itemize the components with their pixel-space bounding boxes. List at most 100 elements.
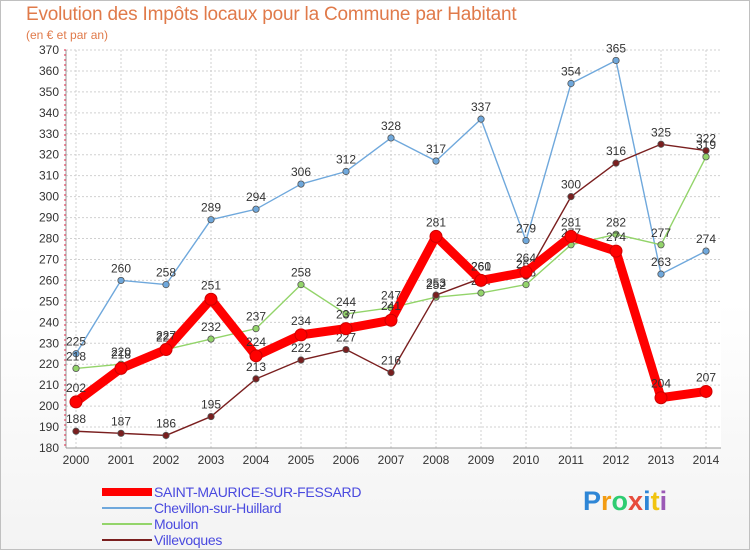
- data-point: [117, 429, 125, 437]
- data-point: [477, 115, 485, 123]
- x-tick-label: 2012: [603, 453, 630, 467]
- data-point: [657, 140, 665, 148]
- data-point: [252, 324, 260, 333]
- data-label: 354: [561, 65, 581, 79]
- x-tick-label: 2000: [63, 453, 90, 467]
- x-tick-label: 2002: [153, 453, 180, 467]
- logo-letter: P: [583, 486, 602, 516]
- data-point: [207, 335, 215, 343]
- data-point: [429, 229, 443, 243]
- x-tick-label: 2009: [468, 453, 495, 467]
- y-tick-label: 280: [39, 232, 59, 246]
- data-point: [69, 395, 83, 409]
- data-label: 274: [606, 230, 626, 244]
- data-point: [297, 180, 305, 188]
- data-point: [72, 364, 80, 372]
- data-label: 224: [246, 335, 266, 349]
- data-point: [564, 229, 578, 243]
- x-tick-label: 2001: [108, 453, 135, 467]
- data-label: 258: [291, 266, 311, 280]
- data-label: 322: [696, 132, 716, 146]
- data-label: 207: [696, 370, 716, 384]
- data-label: 237: [246, 310, 266, 324]
- y-tick-label: 260: [39, 273, 59, 287]
- data-label: 216: [381, 354, 401, 368]
- y-tick-label: 220: [39, 357, 59, 371]
- data-point: [249, 349, 263, 363]
- data-label: 316: [606, 144, 626, 158]
- data-point: [207, 412, 215, 421]
- data-label: 232: [201, 320, 221, 334]
- x-tick-label: 2013: [648, 453, 675, 467]
- x-tick-label: 2008: [423, 453, 450, 467]
- y-tick-label: 210: [39, 378, 59, 392]
- data-label: 312: [336, 152, 356, 166]
- data-point: [657, 270, 665, 278]
- data-point: [252, 375, 260, 383]
- y-tick-label: 310: [39, 169, 59, 183]
- y-tick-label: 200: [39, 399, 59, 413]
- data-point: [522, 281, 530, 289]
- x-tick-label: 2014: [693, 453, 720, 467]
- line-chart: 180 190 200 210 220 230 240 250 260 270 280 290 300 3…: [39, 41, 721, 467]
- data-label: 337: [471, 100, 491, 114]
- data-point: [204, 292, 218, 306]
- y-tick-label: 270: [39, 252, 59, 266]
- data-label: 282: [606, 215, 626, 229]
- data-point: [609, 244, 623, 258]
- data-label: 294: [246, 190, 266, 204]
- legend-label: Moulon: [154, 516, 199, 532]
- data-label: 263: [651, 255, 671, 269]
- data-label: 328: [381, 119, 401, 133]
- data-point: [612, 230, 620, 238]
- data-point: [657, 241, 665, 249]
- data-point: [702, 146, 710, 155]
- data-point: [297, 356, 305, 364]
- data-point: [72, 427, 80, 435]
- data-label: 319: [696, 138, 716, 152]
- data-label: 281: [561, 215, 581, 229]
- data-label: 213: [246, 360, 266, 374]
- y-tick-label: 370: [39, 43, 59, 57]
- data-label: 325: [651, 125, 671, 139]
- data-label: 260: [111, 261, 131, 275]
- legend-swatch: [102, 539, 152, 541]
- data-point: [342, 167, 350, 176]
- proxiti-logo: Proxiti: [583, 486, 667, 517]
- data-label: 187: [111, 414, 131, 428]
- plot-area: [66, 50, 721, 448]
- data-label: 227: [336, 331, 356, 345]
- data-point: [522, 237, 530, 245]
- data-point: [654, 391, 668, 405]
- data-point: [432, 157, 440, 165]
- data-label: 222: [291, 341, 311, 355]
- data-label: 234: [291, 314, 311, 328]
- data-point: [384, 313, 398, 327]
- data-point: [702, 153, 710, 161]
- data-point: [114, 361, 128, 375]
- data-point: [699, 384, 713, 398]
- y-tick-label: 350: [39, 85, 59, 99]
- data-label: 252: [426, 278, 446, 292]
- data-label: 289: [201, 201, 221, 215]
- data-point: [297, 281, 305, 289]
- data-point: [567, 79, 575, 88]
- data-label: 253: [426, 276, 446, 290]
- data-label: 251: [201, 278, 221, 292]
- data-label: 247: [381, 289, 401, 303]
- data-point: [159, 343, 173, 357]
- data-label: 195: [201, 398, 221, 412]
- logo-letter: x: [628, 486, 644, 516]
- x-tick-label: 2007: [378, 453, 405, 467]
- legend-label: Villevoques: [154, 532, 223, 548]
- data-point: [117, 276, 125, 285]
- x-tick-label: 2005: [288, 453, 315, 467]
- y-tick-label: 180: [39, 441, 59, 455]
- data-point: [387, 368, 395, 377]
- data-label: 260: [471, 259, 491, 273]
- data-label: 241: [381, 299, 401, 313]
- data-point: [162, 281, 170, 289]
- data-label: 244: [336, 295, 356, 309]
- y-tick-label: 230: [39, 336, 59, 350]
- data-label: 186: [156, 416, 176, 430]
